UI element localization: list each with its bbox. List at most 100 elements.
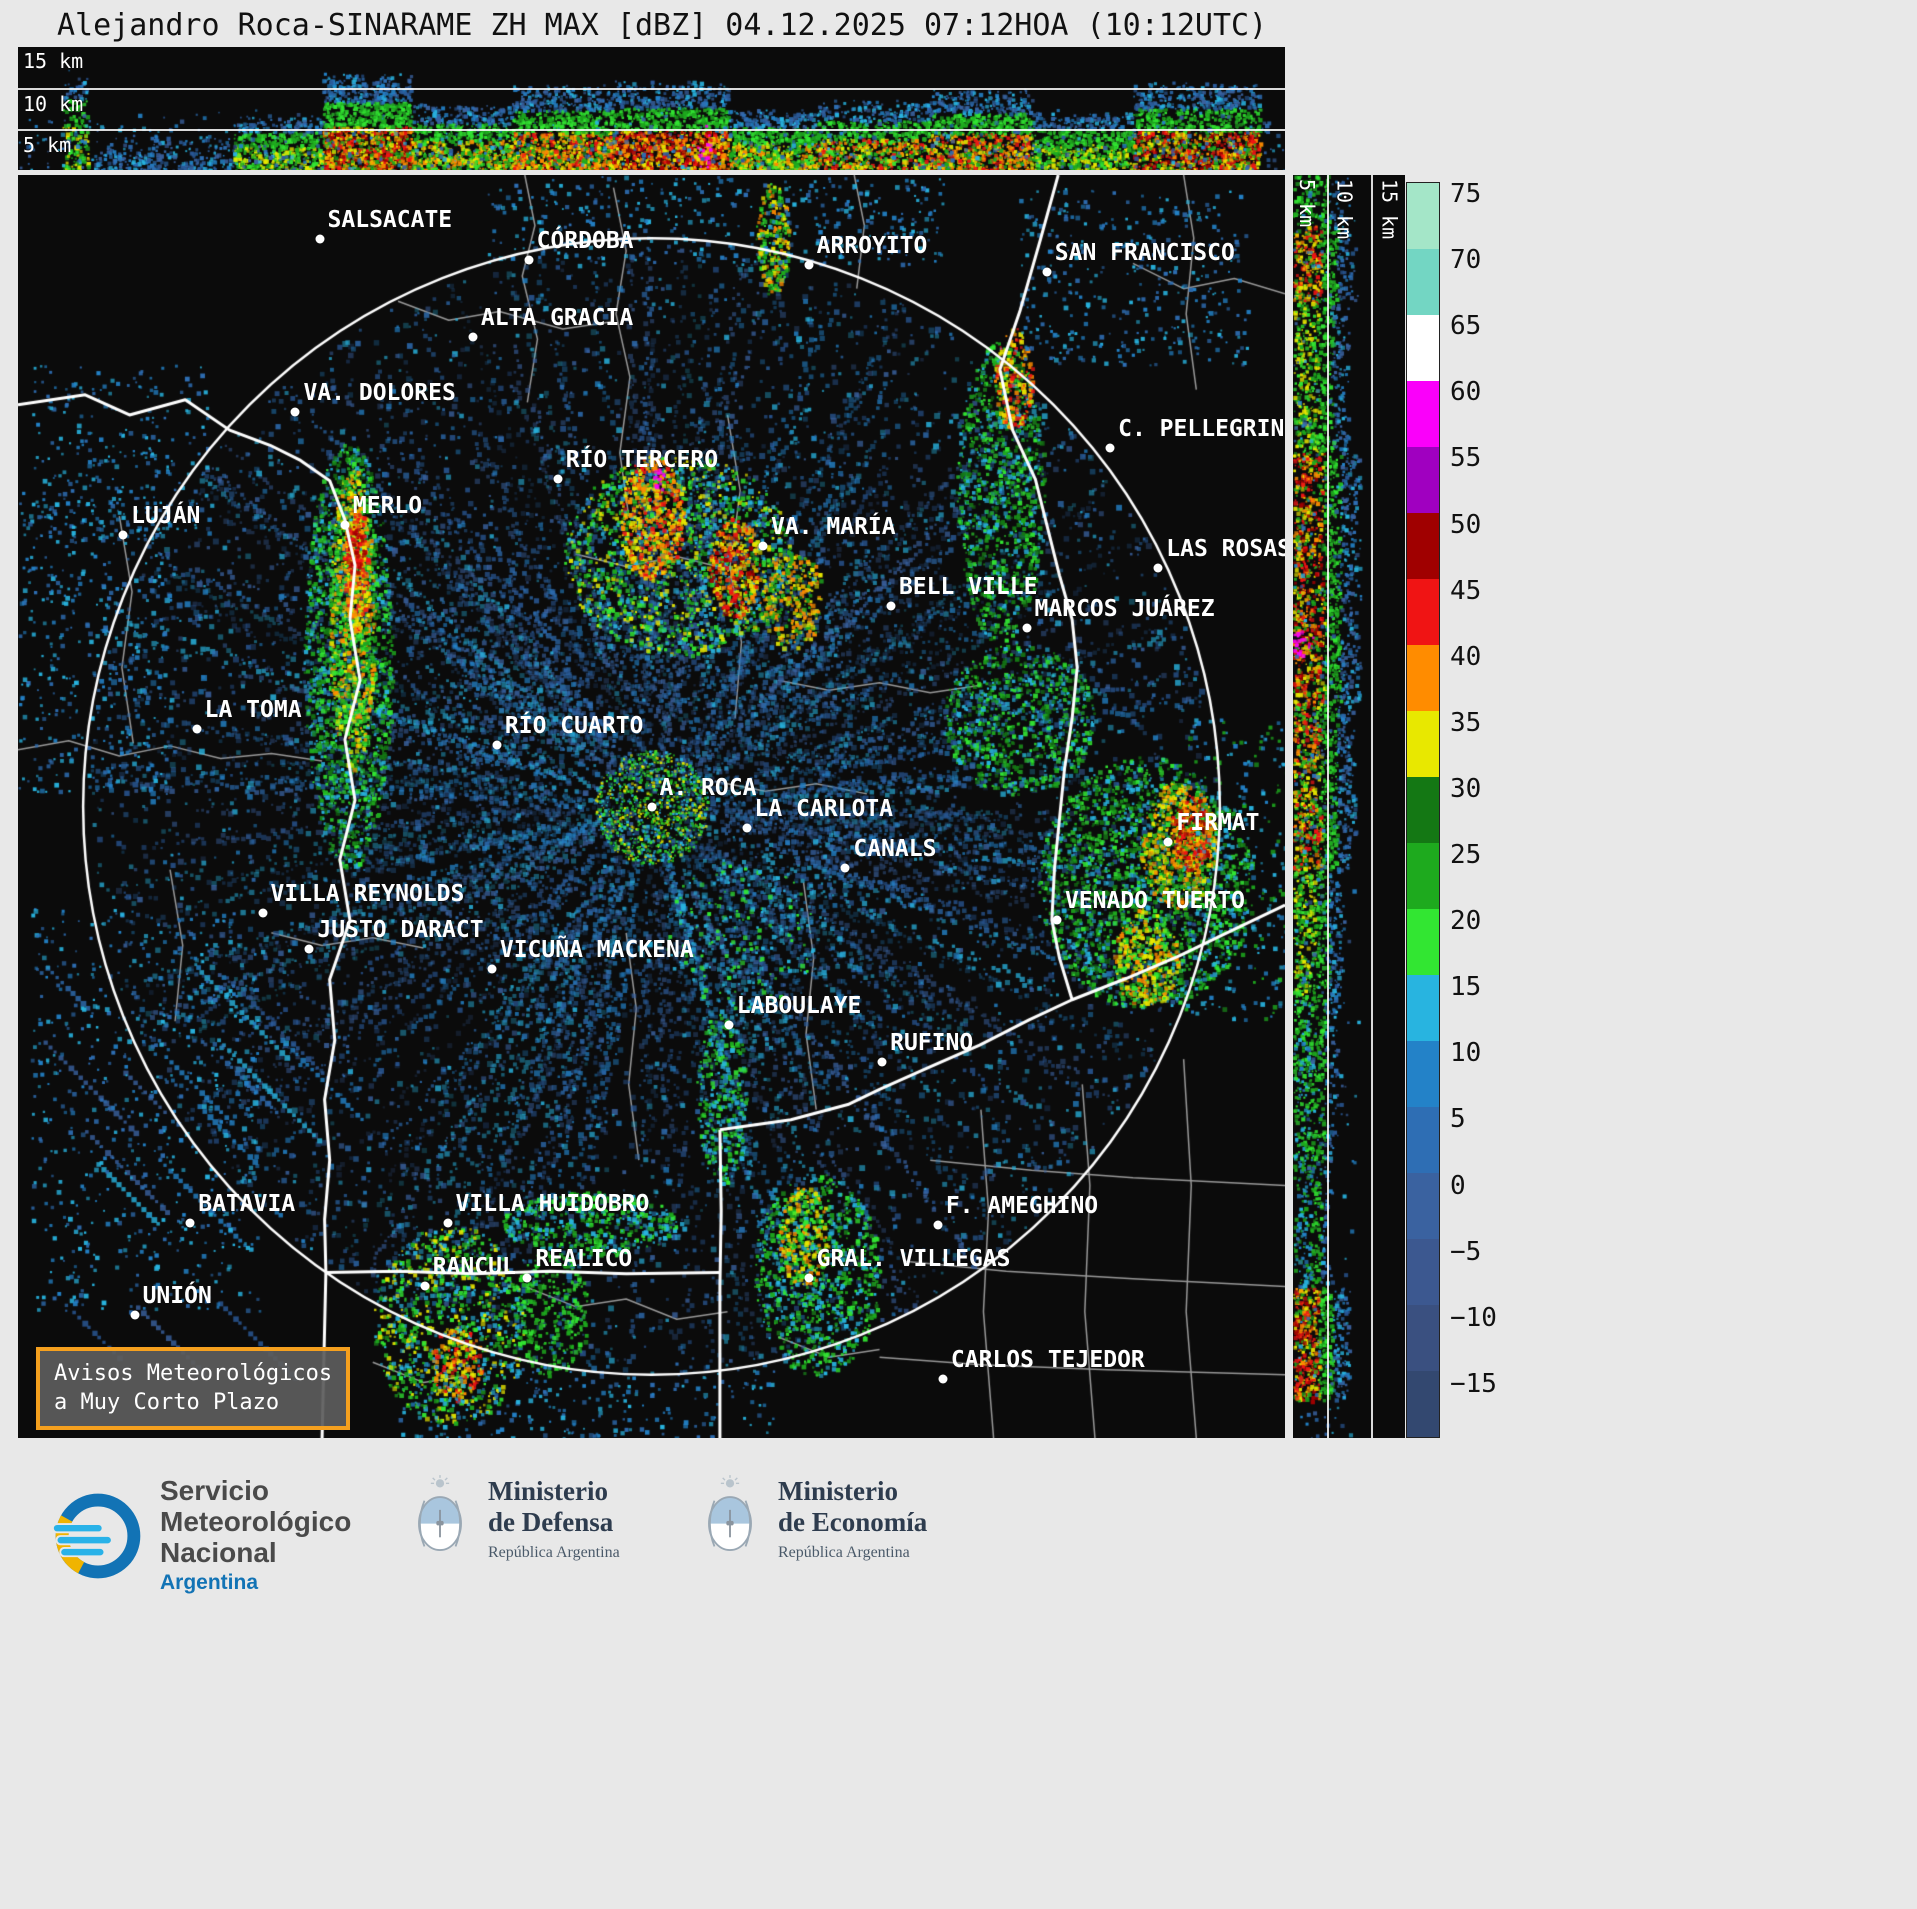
city-dot — [192, 724, 202, 734]
colorbar-tick: 60 — [1450, 377, 1482, 408]
colorbar-segment — [1407, 249, 1439, 315]
colorbar-segment — [1407, 1371, 1439, 1437]
city-label: VILLA HUIDOBRO — [455, 1191, 650, 1218]
gridline-15km-vertical — [1371, 175, 1374, 1438]
city-label: RUFINO — [890, 1029, 974, 1056]
economia-block: Ministerio de Economía República Argenti… — [698, 1474, 927, 1564]
city-label: LAS ROSAS — [1166, 535, 1285, 562]
colorbar-tick: 45 — [1450, 575, 1482, 606]
city-dot — [1022, 623, 1032, 633]
colorbar-tick: 55 — [1450, 443, 1482, 474]
colorbar-segment — [1407, 579, 1439, 645]
economia-wordmark: Ministerio de Economía República Argenti… — [778, 1476, 927, 1562]
colorbar-tick: 35 — [1450, 707, 1482, 738]
colorbar-tick: 20 — [1450, 906, 1482, 937]
city-label: C. PELLEGRINI — [1118, 415, 1285, 442]
city-label: SALSACATE — [327, 207, 453, 234]
city-dot — [647, 802, 656, 811]
city-dot — [340, 520, 350, 530]
colorbar-segment — [1407, 975, 1439, 1041]
city-dot — [130, 1310, 140, 1320]
smn-wordmark: Servicio Meteorológico Nacional Argentin… — [160, 1475, 352, 1595]
colorbar-segment — [1407, 1305, 1439, 1371]
altitude-label-15km: 15 km — [23, 49, 84, 73]
colorbar-tick: −5 — [1450, 1236, 1482, 1267]
city-dot — [290, 407, 300, 417]
colorbar-tick: 10 — [1450, 1038, 1482, 1069]
colorbar-segment — [1407, 183, 1439, 249]
city-dot — [724, 1020, 734, 1030]
city-label: MARCOS JUÁREZ — [1034, 596, 1215, 623]
city-label: RANCUL — [432, 1254, 516, 1281]
city-label: F. AMEGHINO — [945, 1192, 1099, 1219]
colorbar-tick: 70 — [1450, 245, 1482, 276]
colorbar-segment — [1407, 381, 1439, 447]
city-dot — [487, 964, 497, 974]
city-dot — [553, 474, 563, 484]
city-label: VICUÑA MACKENA — [499, 937, 694, 964]
city-label: BELL VILLE — [898, 573, 1038, 600]
colorbar-segment — [1407, 843, 1439, 909]
city-dot — [804, 1273, 814, 1283]
city-label: LA TOMA — [204, 697, 302, 724]
altitude-label-10km: 10 km — [23, 91, 84, 116]
colorbar-segment — [1407, 777, 1439, 843]
city-label: LA CARLOTA — [754, 795, 893, 822]
city-dot — [877, 1057, 887, 1067]
colorbar-segment — [1407, 645, 1439, 711]
defensa-line-2: de Defensa — [488, 1507, 614, 1537]
city-dot — [933, 1220, 943, 1230]
city-label: GRAL. VILLEGAS — [816, 1245, 1011, 1272]
city-dot — [315, 234, 325, 244]
colorbar-tick: −15 — [1450, 1368, 1497, 1399]
warning-line-1: Avisos Meteorológicos — [54, 1360, 333, 1386]
city-dot — [1163, 837, 1173, 847]
defensa-sub: República Argentina — [488, 1544, 620, 1562]
city-label: FIRMAT — [1176, 809, 1260, 836]
city-dot — [804, 260, 814, 270]
smn-line-1: Servicio — [160, 1475, 269, 1506]
city-dot — [938, 1374, 948, 1384]
smn-line-2: Meteorológico — [160, 1505, 352, 1537]
city-dot — [304, 944, 314, 954]
city-dot — [420, 1281, 430, 1291]
city-label: MERLO — [352, 492, 423, 519]
colorbar-tick: −10 — [1450, 1302, 1497, 1333]
colorbar-tick: 30 — [1450, 773, 1482, 804]
colorbar-tick: 0 — [1450, 1170, 1466, 1201]
gridline-5km — [18, 129, 1285, 132]
colorbar-tick: 65 — [1450, 311, 1482, 342]
city-dot — [258, 908, 268, 918]
city-dot — [1042, 267, 1052, 277]
colorbar-segment — [1407, 1107, 1439, 1173]
city-label: RÍO CUARTO — [504, 712, 644, 739]
colorbar-segment — [1407, 513, 1439, 579]
city-dot — [1105, 443, 1115, 453]
city-label: ARROYITO — [816, 232, 928, 259]
cross-section-right-panel: 5 km 10 km 15 km — [1293, 175, 1405, 1438]
city-dot — [1153, 563, 1163, 573]
smn-logo-block: Servicio Meteorológico Nacional Argentin… — [52, 1475, 352, 1595]
smn-logo-icon — [52, 1493, 141, 1579]
city-dot — [468, 332, 478, 342]
product-title: Alejandro Roca-SINARAME ZH MAX [dBZ] 04.… — [57, 8, 1268, 43]
colorbar-tick: 25 — [1450, 840, 1482, 871]
city-dot — [492, 740, 502, 750]
city-dot — [185, 1218, 195, 1228]
cross-section-right-canvas — [1293, 175, 1405, 1438]
colorbar-tick-labels: 75 70 65 60 55 50 45 40 35 30 25 20 15 10 5 0 −5 −10 −15 — [1450, 179, 1530, 1438]
city-label: VILLA REYNOLDS — [270, 880, 465, 907]
colorbar-segment — [1407, 1173, 1439, 1239]
colorbar-tick: 75 — [1450, 179, 1482, 209]
warning-box: Avisos Meteorológicos a Muy Corto Plazo — [36, 1346, 351, 1430]
colorbar-segment — [1407, 315, 1439, 381]
colorbar — [1406, 182, 1440, 1438]
city-dot — [758, 541, 768, 551]
coat-of-arms-icon — [708, 1475, 752, 1551]
cross-section-top-panel: 15 km 10 km 5 km — [18, 47, 1285, 170]
coat-of-arms-icon — [418, 1475, 462, 1551]
city-label: VENADO TUERTO — [1064, 888, 1245, 915]
city-dot — [886, 601, 896, 611]
colorbar-segment — [1407, 1239, 1439, 1305]
